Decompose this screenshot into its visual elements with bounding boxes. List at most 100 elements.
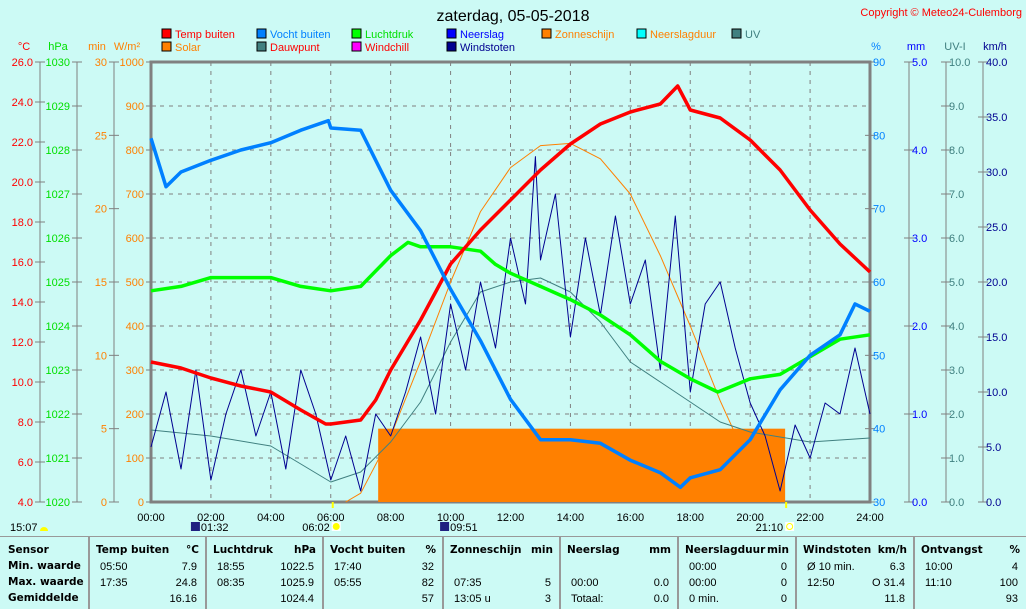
legend-item: Solar (162, 42, 201, 54)
cell-time: 12:50 (807, 577, 835, 589)
column-header: Ontvangst (921, 544, 983, 556)
legend-item: Luchtdruk (352, 29, 414, 41)
cell-time: 00:00 (689, 561, 717, 573)
rain-tick-label: 2.0 (912, 321, 927, 333)
rain-tick-label: 4.0 (912, 145, 927, 157)
cell-time: 10:00 (925, 561, 953, 573)
x-tick-label: 16:00 (617, 512, 645, 524)
solar-tick-label: 800 (126, 145, 144, 157)
cell-time: 17:40 (334, 561, 362, 573)
legend-label: Windstoten (460, 42, 515, 54)
legend-swatch (352, 29, 361, 38)
legend-swatch (447, 29, 456, 38)
rain-tick-label: 5.0 (912, 57, 927, 69)
cell-value: 5 (545, 577, 551, 589)
cell-value: 32 (422, 561, 434, 573)
pressure-tick-label: 1028 (46, 145, 70, 157)
pressure-tick-label: 1021 (46, 453, 70, 465)
wind-tick-label: 0.0 (986, 497, 1001, 509)
cell-value: 57 (422, 593, 434, 605)
humidity-tick-label: 30 (873, 497, 885, 509)
moonset-icon (440, 522, 449, 531)
uv-tick-label: 1.0 (949, 453, 964, 465)
column-unit: min (531, 544, 553, 556)
copyright: Copyright © Meteo24-Culemborg (860, 7, 1022, 19)
column-unit: min (767, 544, 789, 556)
x-tick-label: 18:00 (676, 512, 704, 524)
legend-swatch (542, 29, 551, 38)
solar-tick-label: 600 (126, 233, 144, 245)
wind-tick-label: 30.0 (986, 167, 1007, 179)
cell-value: 4 (1012, 561, 1018, 573)
x-tick-label: 24:00 (856, 512, 884, 524)
pressure-tick-label: 1025 (46, 277, 70, 289)
uv-axis-unit: UV-I (944, 41, 965, 53)
cell-value: 82 (422, 577, 434, 589)
legend-item: Temp buiten (162, 29, 235, 41)
temp-tick-label: 16.0 (12, 257, 33, 269)
pressure-tick-label: 1023 (46, 365, 70, 377)
uv-tick-label: 8.0 (949, 145, 964, 157)
sun-icon (333, 524, 339, 530)
legend-label: Zonneschijn (555, 29, 614, 41)
legend-label: Windchill (365, 42, 409, 54)
solar-tick-label: 700 (126, 189, 144, 201)
legend-swatch (447, 42, 456, 51)
astro-time: 06:02 (302, 522, 330, 534)
legend-label: Luchtdruk (365, 29, 414, 41)
column-unit: % (1009, 544, 1020, 556)
legend-item: Zonneschijn (542, 29, 614, 41)
cell-time: 07:35 (454, 577, 482, 589)
temp-tick-label: 10.0 (12, 377, 33, 389)
uv-tick-label: 0.0 (949, 497, 964, 509)
wind-tick-label: 35.0 (986, 112, 1007, 124)
chart-title: zaterdag, 05-05-2018 (437, 8, 590, 25)
column-header: Luchtdruk (213, 544, 273, 556)
solar-tick-label: 300 (126, 365, 144, 377)
sunshine-tick-label: 20 (95, 204, 107, 216)
solar-tick-label: 400 (126, 321, 144, 333)
cell-time: 08:35 (217, 577, 245, 589)
cell-time: 17:35 (100, 577, 128, 589)
cell-time: 13:05 u (454, 593, 491, 605)
solar-axis-unit: W/m² (114, 41, 141, 53)
column-unit: km/h (878, 544, 907, 556)
cell-value: 1024.4 (280, 593, 314, 605)
cell-value: 0 (781, 561, 787, 573)
uv-tick-label: 7.0 (949, 189, 964, 201)
series (151, 86, 870, 502)
solar-tick-label: 0 (138, 497, 144, 509)
column-unit: % (425, 544, 436, 556)
legend-label: Solar (175, 42, 201, 54)
uv-tick-label: 3.0 (949, 365, 964, 377)
wind-tick-label: 40.0 (986, 57, 1007, 69)
humidity-tick-label: 40 (873, 424, 885, 436)
uv-tick-label: 10.0 (949, 57, 970, 69)
uv-tick-label: 5.0 (949, 277, 964, 289)
daylength-label: 15:07 (10, 522, 38, 534)
legend-item: Dauwpunt (257, 42, 320, 54)
humidity-tick-label: 50 (873, 350, 885, 362)
humidity-tick-label: 70 (873, 204, 885, 216)
cell-value: 0 (781, 593, 787, 605)
cell-time: 11:10 (925, 577, 952, 589)
wind-tick-label: 25.0 (986, 222, 1007, 234)
wind-tick-label: 15.0 (986, 332, 1007, 344)
humidity-axis-unit: % (871, 41, 881, 53)
legend-swatch (732, 29, 741, 38)
cell-time: Totaal: (571, 593, 603, 605)
sun-half-icon (40, 527, 48, 531)
legend-item: Vocht buiten (257, 29, 331, 41)
wind-tick-label: 5.0 (986, 442, 1001, 454)
row-label: Max. waarde (8, 576, 84, 588)
cell-value: 0 (781, 577, 787, 589)
cell-value: 1022.5 (280, 561, 314, 573)
solar-tick-label: 100 (126, 453, 144, 465)
legend-swatch (352, 42, 361, 51)
humidity-tick-label: 60 (873, 277, 885, 289)
